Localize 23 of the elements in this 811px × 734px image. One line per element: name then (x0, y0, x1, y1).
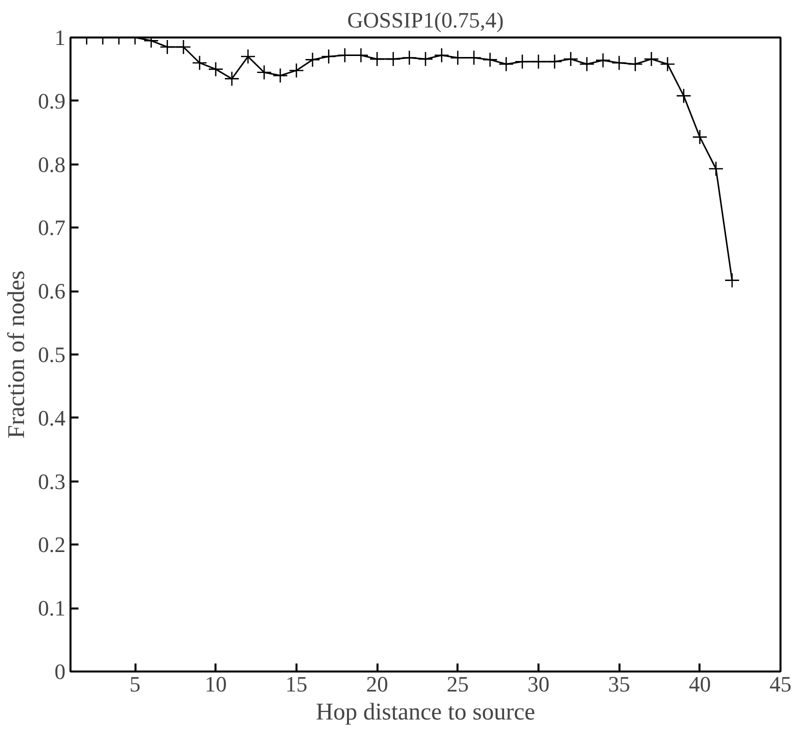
x-tick-label: 5 (130, 672, 141, 696)
y-tick-label: 0.2 (38, 532, 66, 558)
y-tick-label: 0.6 (38, 278, 66, 304)
x-tick-label: 25 (446, 672, 469, 696)
y-tick-label: 0.9 (38, 88, 66, 114)
y-axis-title: Fraction of nodes (4, 270, 30, 438)
y-tick-label: 0.3 (38, 468, 66, 494)
y-tick-label: 0.7 (38, 215, 66, 240)
x-tick-label: 10 (204, 672, 227, 696)
x-tick-label: 45 (770, 672, 792, 696)
y-tick-label: 0 (54, 659, 66, 684)
x-tick-label: 40 (688, 672, 711, 696)
y-tick-label: 0.1 (38, 596, 66, 621)
x-tick-label: 20 (366, 672, 388, 696)
x-axis-title: Hop distance to source (316, 700, 536, 726)
chart-title: GOSSIP1(0.75,4) (347, 8, 504, 32)
x-tick-label: 30 (527, 672, 550, 696)
y-tick-label: 0.4 (38, 405, 66, 430)
y-tick-label: 0.5 (38, 342, 66, 367)
x-tick-label: 35 (608, 672, 630, 696)
x-tick-label: 15 (285, 672, 308, 696)
y-tick-label: 0.8 (38, 152, 66, 177)
y-tick-label: 1 (54, 25, 66, 50)
